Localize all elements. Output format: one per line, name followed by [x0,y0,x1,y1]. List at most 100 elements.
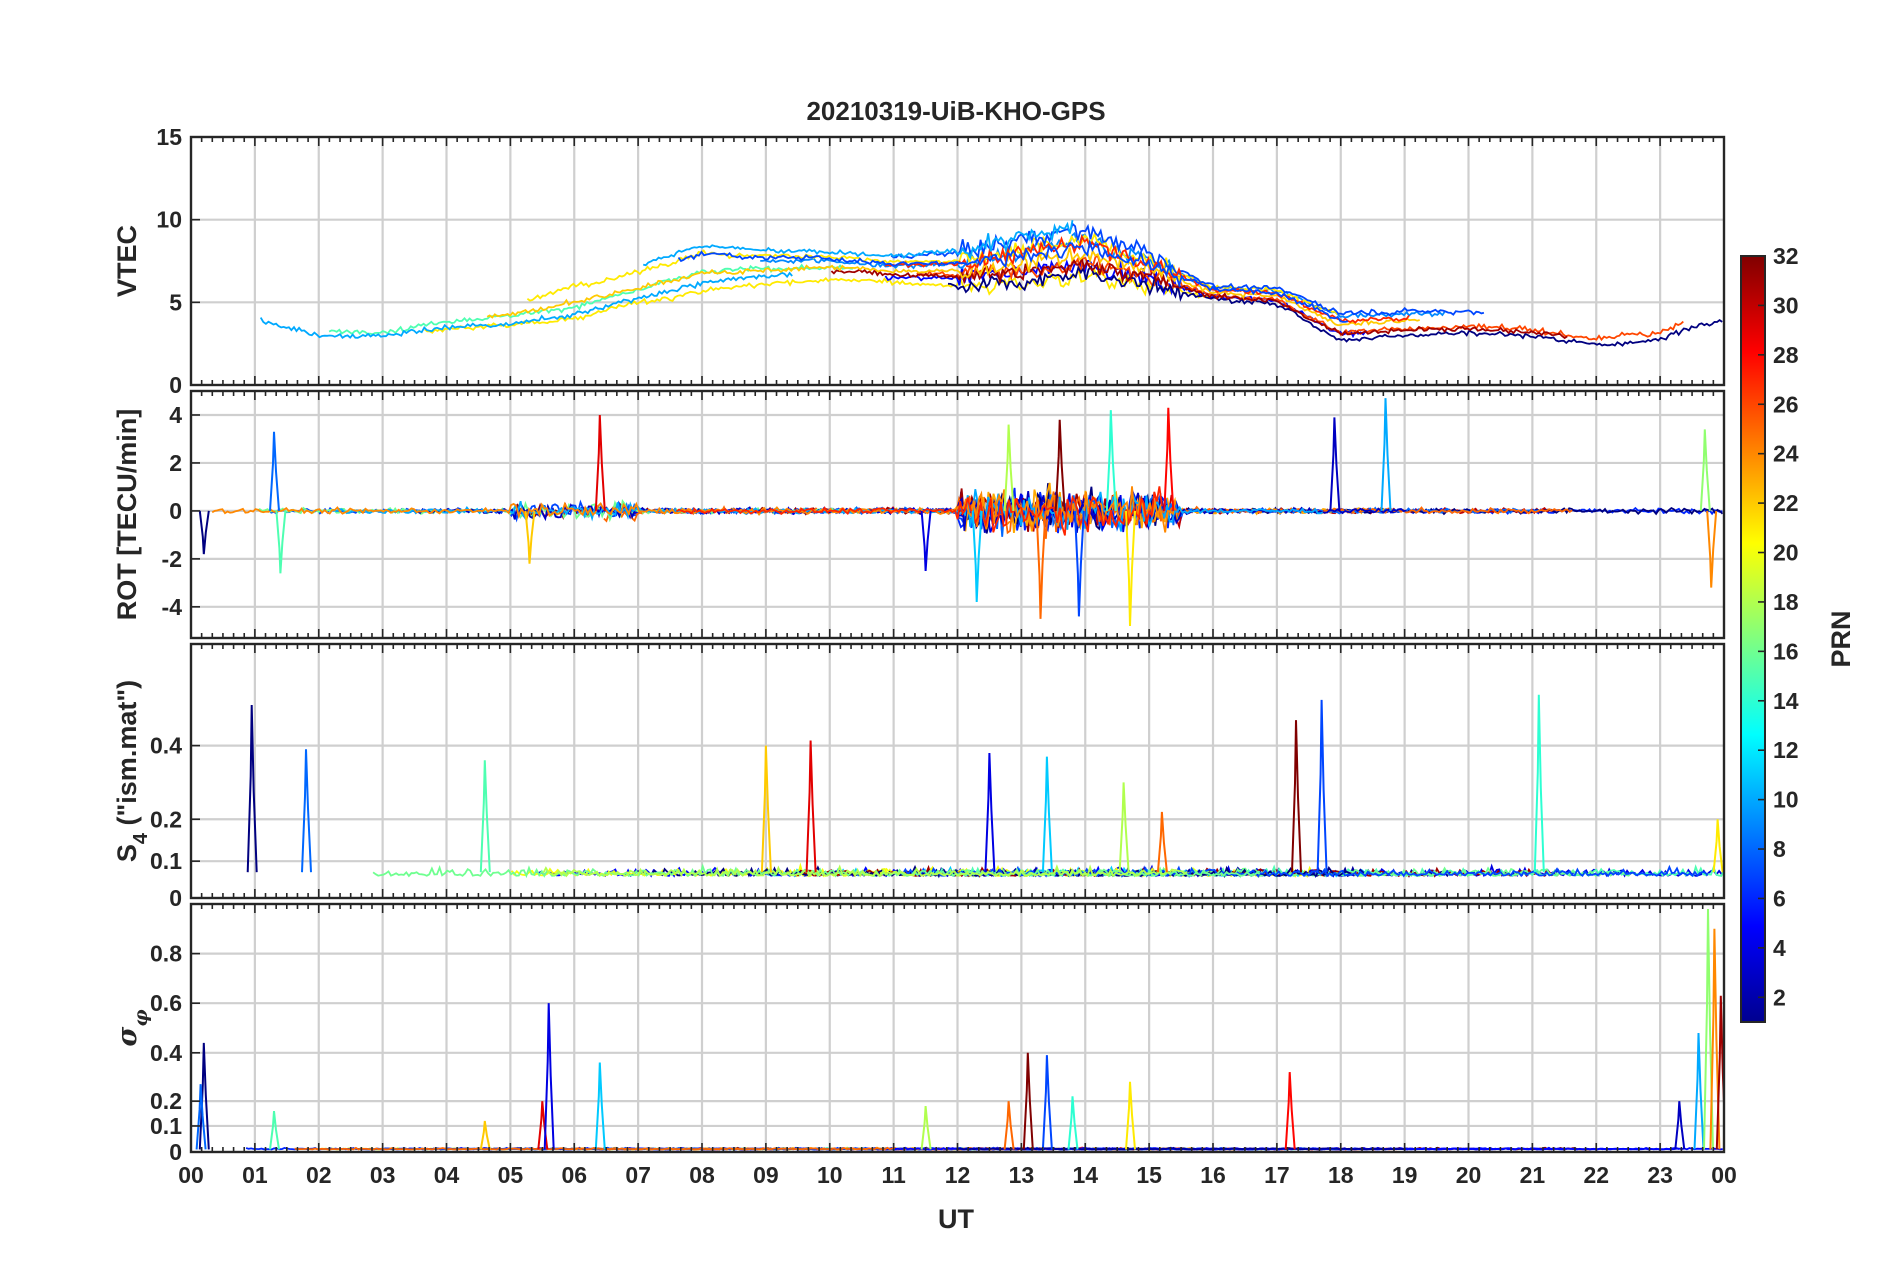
y-tick-label: 0.4 [150,733,182,759]
traces [246,694,1724,879]
trace-prn-7 [677,238,1349,323]
x-tick-labels: 00 01 02 03 04 05 06 07 08 09 10 11 12 13 14 15 16 17 18 19… [178,1162,1737,1188]
x-tick-label: 21 [1520,1162,1546,1188]
colorbar-tick-label: 14 [1773,688,1799,714]
peak-mark [479,1120,491,1150]
peak-mark [920,1106,932,1150]
colorbar-tick-label: 4 [1773,935,1786,961]
panel-3: 0 0.1 0.2 0.4S4 ("ism.mat") [112,642,1726,911]
colorbar-gradient [1740,255,1766,1023]
peak-mark [920,510,932,571]
peak-mark [1709,928,1721,1150]
grid [191,644,1724,898]
y-tick-label: 0.1 [150,1113,182,1139]
colorbar-label: PRN [1826,610,1856,667]
colorbar-tick-label: 8 [1773,836,1786,862]
peak-mark [1291,720,1302,873]
y-tick-label: 0.2 [150,806,182,832]
colorbar-tick-label: 32 [1773,243,1799,269]
y-tick-label: 0 [169,1139,182,1165]
colorbar-tick-label: 30 [1773,292,1799,318]
peak-mark [1067,1096,1079,1150]
trace-prn-10 [259,271,793,340]
y-axis-label: σφ [112,1009,152,1046]
minor-ticks [190,137,1725,385]
x-tick-label: 06 [561,1162,587,1188]
x-tick-label: 18 [1328,1162,1354,1188]
x-tick-label: 13 [1009,1162,1035,1188]
peak-mark [760,745,772,873]
peak-mark [1105,410,1117,511]
trace-prn-21 [424,264,1213,334]
colorbar-tick-label: 12 [1773,737,1799,763]
peak-mark [479,760,491,873]
trace-prn-18 [542,864,1188,878]
colorbar-tick-label: 6 [1773,885,1786,911]
x-tick-label: 04 [434,1162,460,1188]
panel-4: 00.10.2 0.4 0.6 0.8 σφ 00 01 02 03 04 05 06 07 08 09 10… [112,902,1737,1188]
y-tick-label: 0 [169,885,182,911]
peak-mark [1035,510,1047,619]
trace-prn-15 [328,263,853,336]
peak-mark [1699,429,1711,511]
y-tick-label: 0.2 [150,1088,182,1114]
x-tick-label: 02 [306,1162,332,1188]
peak-mark [1316,699,1328,873]
x-axis-label: UT [938,1204,974,1234]
trace-prn-22 [486,247,1420,327]
y-tick-labels: 0 0.1 0.2 0.4 [150,733,200,911]
peak-mark [1329,417,1341,511]
colorbar-tick-label: 20 [1773,540,1799,566]
chart-title: 20210319-UiB-KHO-GPS [806,96,1105,126]
y-tick-labels: 0 5 10 15 [156,124,200,398]
x-tick-label: 01 [242,1162,268,1188]
x-tick-label: 22 [1583,1162,1609,1188]
peak-mark [1163,407,1175,511]
peak-mark [1156,811,1168,873]
x-tick-label: 23 [1647,1162,1673,1188]
minor-ticks [190,391,1725,638]
trace-prn-31 [830,256,1568,340]
x-tick-label: 09 [753,1162,779,1188]
peak-mark [1284,1072,1296,1150]
colorbar-tick-label: 2 [1773,984,1786,1010]
minor-ticks [190,904,1725,1152]
y-tick-label: 0.6 [150,990,182,1016]
peak-mark [1693,1032,1705,1150]
peak-mark [1703,908,1714,1150]
colorbar-tick-label: 16 [1773,638,1799,664]
y-tick-label: 0 [169,498,182,524]
colorbar-tick-label: 18 [1773,589,1799,615]
peak-mark [1118,782,1130,873]
trace-prn-27 [675,486,1163,536]
peak-mark [594,414,606,511]
y-tick-label: 0.1 [150,848,182,874]
x-tick-label: 08 [689,1162,715,1188]
y-axis-label: S4 ("ism.mat") [112,680,152,862]
traces [259,220,1723,347]
x-tick-label: 07 [625,1162,651,1188]
y-tick-label: 10 [156,207,182,233]
peak-mark [1674,1101,1686,1150]
y-tick-label: -2 [162,546,182,572]
peak-mark [1003,424,1015,511]
peak-mark [1054,419,1066,511]
colorbar-tick-label: 22 [1773,490,1799,516]
grid [191,904,1724,1152]
peak-mark [1125,1081,1136,1150]
peak-mark [275,510,287,574]
y-axis-label: VTEC [112,225,142,297]
x-tick-label: 12 [945,1162,971,1188]
peak-mark [1003,1101,1015,1150]
peak-mark [1073,510,1085,617]
x-tick-label: 17 [1264,1162,1290,1188]
panel-1: 0 5 10 15 VTEC [112,124,1726,398]
peak-mark [1712,819,1724,873]
y-tick-label: -4 [162,594,183,620]
y-tick-labels: -4 -2 0 2 4 [162,402,200,620]
trace-prn-10 [642,220,1074,267]
x-tick-label: 00 [178,1162,204,1188]
trace-prn-1 [947,265,1723,347]
